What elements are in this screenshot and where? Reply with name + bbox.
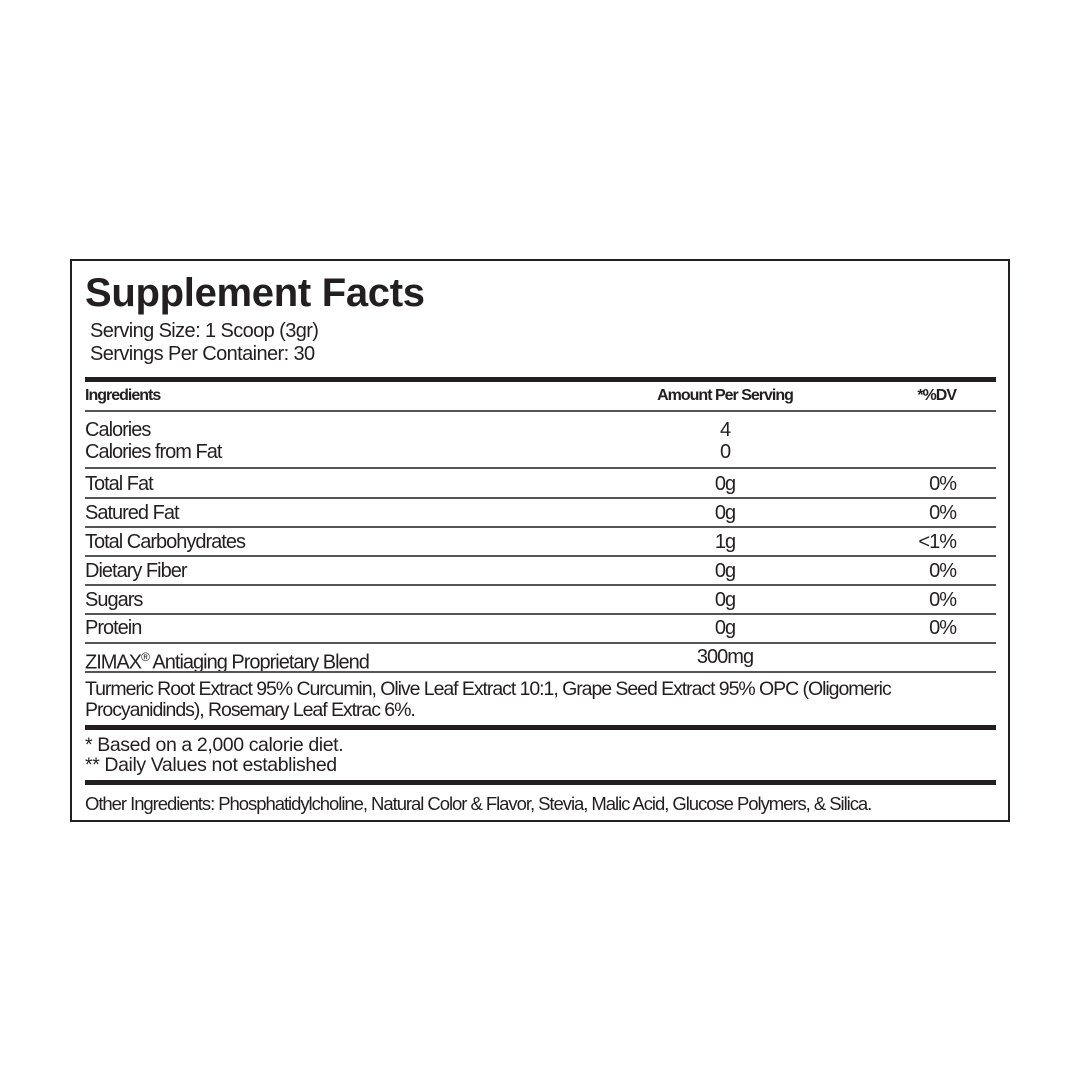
row-amount: 4 (719, 419, 731, 441)
row-name: Protein (85, 617, 142, 639)
row-amount: 0 (719, 441, 731, 463)
row-name: Calories from Fat (85, 441, 222, 463)
divider (85, 613, 996, 615)
panel-title: Supplement Facts (85, 271, 425, 315)
blend-name: ZIMAX® Antiaging Proprietary Blend (85, 645, 370, 675)
row-amount: 1g (714, 531, 736, 553)
row-dv: 0% (929, 589, 957, 611)
blend-label: Antiaging Proprietary Blend (148, 651, 369, 674)
servings-per-container: Servings Per Container: 30 (90, 343, 315, 365)
divider (85, 526, 996, 528)
row-amount: 0g (714, 473, 736, 495)
blend-ingredients: Procyanidinds), Rosemary Leaf Extrac 6%. (85, 699, 416, 721)
row-name: Total Carbohydrates (85, 531, 246, 553)
table-row: Calories from Fat 0 (85, 440, 996, 464)
row-name: Dietary Fiber (85, 560, 187, 582)
other-ingredients: Other Ingredients: Phosphatidylcholine, … (85, 793, 872, 814)
row-amount: 0g (714, 617, 736, 639)
serving-size: Serving Size: 1 Scoop (3gr) (90, 320, 319, 342)
row-dv: 0% (929, 502, 957, 524)
divider (85, 584, 996, 586)
divider (85, 555, 996, 557)
row-amount: 0g (714, 560, 736, 582)
row-name: Satured Fat (85, 502, 180, 524)
table-row: Total Carbohydrates 1g <1% (85, 530, 996, 554)
divider (85, 497, 996, 499)
blend-brand: ZIMAX (85, 651, 142, 674)
header-ingredients: Ingredients (85, 387, 161, 404)
row-dv: <1% (918, 531, 957, 553)
table-row: Total Fat 0g 0% (85, 472, 996, 496)
registered-mark: ® (141, 650, 150, 664)
footnote: * Based on a 2,000 calorie diet. (85, 734, 344, 756)
table-header: Ingredients Amount Per Serving *%DV (85, 387, 996, 409)
table-row: Satured Fat 0g 0% (85, 501, 996, 525)
divider (85, 467, 996, 469)
row-dv: 0% (929, 560, 957, 582)
row-name: Sugars (85, 589, 143, 611)
footnote: ** Daily Values not established (85, 754, 337, 776)
row-dv: 0% (929, 473, 957, 495)
blend-ingredients: Turmeric Root Extract 95% Curcumin, Oliv… (85, 678, 892, 700)
table-row: Calories 4 (85, 418, 996, 442)
divider (85, 410, 996, 412)
row-amount: 0g (714, 502, 736, 524)
row-amount: 0g (714, 589, 736, 611)
row-name: Calories (85, 419, 151, 441)
blend-row: ZIMAX® Antiaging Proprietary Blend 300mg (85, 645, 996, 674)
divider (85, 780, 996, 785)
table-row: Sugars 0g 0% (85, 588, 996, 612)
row-name: Total Fat (85, 473, 154, 495)
header-amount: Amount Per Serving (657, 387, 794, 404)
table-row: Protein 0g 0% (85, 616, 996, 640)
supplement-facts-panel: Supplement Facts Serving Size: 1 Scoop (… (70, 259, 1010, 822)
divider (85, 725, 996, 730)
row-dv: 0% (929, 617, 957, 639)
table-row: Dietary Fiber 0g 0% (85, 559, 996, 583)
divider (85, 671, 996, 673)
divider (85, 377, 996, 382)
header-dv: *%DV (917, 387, 957, 404)
blend-amount: 300mg (696, 646, 754, 668)
divider (85, 642, 996, 644)
